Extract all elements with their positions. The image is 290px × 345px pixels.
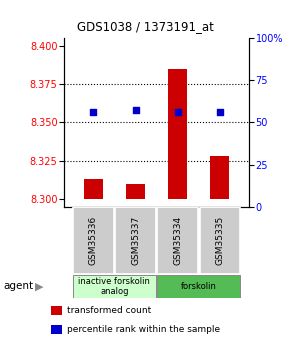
- Point: [218, 109, 222, 115]
- Bar: [84, 179, 103, 199]
- Bar: [115, 207, 156, 274]
- Bar: [157, 275, 240, 298]
- Bar: [126, 184, 145, 199]
- Text: GSM35335: GSM35335: [215, 216, 224, 265]
- Point: [175, 109, 180, 115]
- Bar: [73, 275, 156, 298]
- Text: agent: agent: [3, 282, 33, 291]
- Text: GSM35336: GSM35336: [89, 216, 98, 265]
- Text: GSM35337: GSM35337: [131, 216, 140, 265]
- Text: transformed count: transformed count: [67, 306, 152, 315]
- Text: inactive forskolin
analog: inactive forskolin analog: [79, 277, 150, 296]
- Text: ▶: ▶: [35, 282, 44, 291]
- Bar: [200, 207, 240, 274]
- Point: [91, 109, 96, 115]
- Point: [133, 107, 138, 113]
- Text: forskolin: forskolin: [181, 282, 217, 291]
- Text: GDS1038 / 1373191_at: GDS1038 / 1373191_at: [77, 20, 213, 33]
- Bar: [51, 306, 62, 315]
- Bar: [168, 69, 187, 199]
- Bar: [157, 207, 198, 274]
- Bar: [51, 325, 62, 334]
- Text: percentile rank within the sample: percentile rank within the sample: [67, 325, 220, 334]
- Bar: [210, 156, 229, 199]
- Bar: [73, 207, 114, 274]
- Text: GSM35334: GSM35334: [173, 216, 182, 265]
